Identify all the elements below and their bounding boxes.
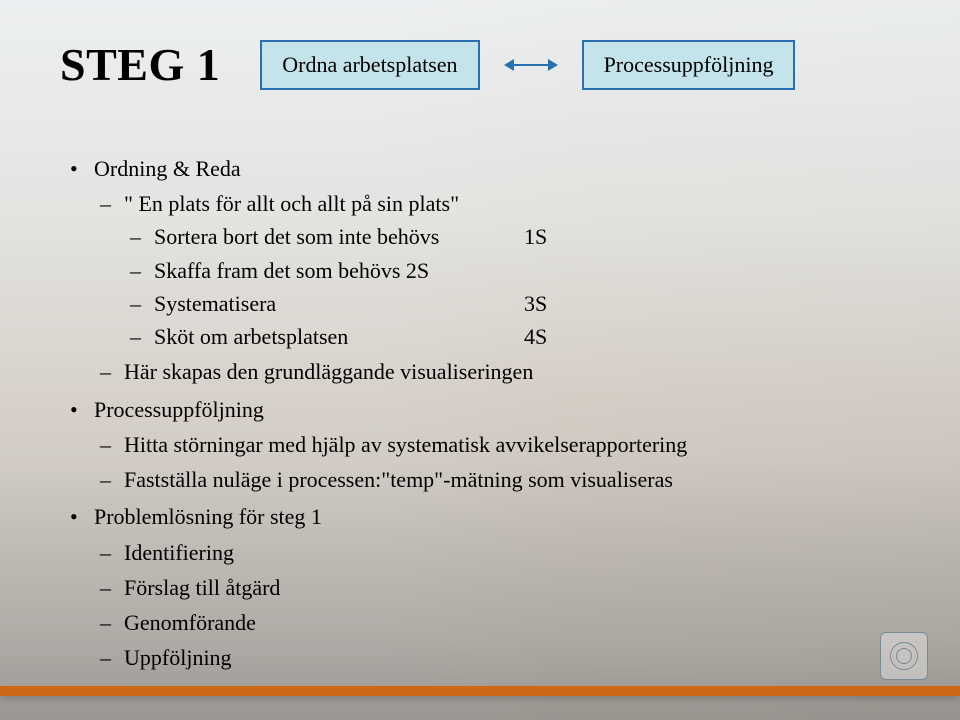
box-ordna: Ordna arbetsplatsen bbox=[260, 40, 479, 90]
list-item: Sköt om arbetsplatsen 4S bbox=[124, 321, 900, 352]
section-heading: Processuppföljning bbox=[94, 397, 264, 422]
section-heading: Ordning & Reda bbox=[94, 156, 241, 181]
note-line: Här skapas den grundläggande visualiseri… bbox=[94, 356, 900, 387]
list-item: Uppföljning bbox=[94, 642, 900, 673]
item-label: Sortera bort det som inte behövs bbox=[154, 221, 524, 252]
list-item: Fastställa nuläge i processen:"temp"-mät… bbox=[94, 464, 900, 495]
bottom-accent-bar bbox=[0, 686, 960, 696]
item-suffix: 4S bbox=[524, 321, 547, 352]
list-item: Genomförande bbox=[94, 607, 900, 638]
item-label: Systematisera bbox=[154, 288, 524, 319]
section-heading: Problemlösning för steg 1 bbox=[94, 504, 322, 529]
item-suffix: 3S bbox=[524, 288, 547, 319]
quote-line: " En plats för allt och allt på sin plat… bbox=[94, 188, 900, 352]
list-item: Identifiering bbox=[94, 537, 900, 568]
item-label: Skaffa fram det som behövs 2S bbox=[154, 255, 524, 286]
item-label: Sköt om arbetsplatsen bbox=[154, 321, 524, 352]
quote-text: " En plats för allt och allt på sin plat… bbox=[124, 191, 459, 216]
list-item: Förslag till åtgärd bbox=[94, 572, 900, 603]
section-problemlosning: Problemlösning för steg 1 Identifiering … bbox=[64, 501, 900, 673]
note-text: Här skapas den grundläggande visualiseri… bbox=[124, 359, 533, 384]
content: STEG 1 Ordna arbetsplatsen Processuppföl… bbox=[60, 38, 900, 674]
list-item: Skaffa fram det som behövs 2S bbox=[124, 255, 900, 286]
body: Ordning & Reda " En plats för allt och a… bbox=[60, 153, 900, 674]
header-row: STEG 1 Ordna arbetsplatsen Processuppföl… bbox=[60, 38, 900, 91]
logo-icon bbox=[890, 642, 918, 670]
box-processuppfoljning: Processuppföljning bbox=[582, 40, 796, 90]
section-processuppfoljning: Processuppföljning Hitta störningar med … bbox=[64, 394, 900, 496]
page-title: STEG 1 bbox=[60, 38, 220, 91]
slide: STEG 1 Ordna arbetsplatsen Processuppföl… bbox=[0, 0, 960, 720]
list-item: Sortera bort det som inte behövs 1S bbox=[124, 221, 900, 252]
item-suffix: 1S bbox=[524, 221, 547, 252]
double-arrow-connector bbox=[506, 64, 556, 66]
logo-badge bbox=[880, 632, 928, 680]
list-item: Systematisera 3S bbox=[124, 288, 900, 319]
section-ordning: Ordning & Reda " En plats för allt och a… bbox=[64, 153, 900, 388]
list-item: Hitta störningar med hjälp av systematis… bbox=[94, 429, 900, 460]
